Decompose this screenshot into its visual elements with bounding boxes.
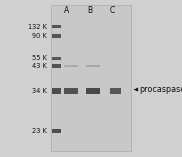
Text: C: C bbox=[109, 6, 114, 15]
Bar bbox=[52, 34, 61, 38]
Bar bbox=[110, 88, 121, 94]
Text: 43 K: 43 K bbox=[32, 63, 46, 69]
Bar bbox=[86, 65, 100, 67]
Text: 34 K: 34 K bbox=[32, 88, 46, 94]
Text: 23 K: 23 K bbox=[32, 128, 46, 134]
Text: B: B bbox=[88, 6, 93, 15]
Bar bbox=[52, 57, 61, 60]
Bar bbox=[52, 129, 61, 133]
Bar bbox=[52, 88, 61, 94]
Text: procaspase-3: procaspase-3 bbox=[139, 85, 182, 94]
Bar bbox=[52, 25, 61, 28]
Bar bbox=[86, 88, 100, 94]
Bar bbox=[51, 5, 131, 151]
Bar bbox=[52, 64, 61, 68]
Bar bbox=[64, 65, 78, 67]
Bar bbox=[64, 88, 78, 94]
Text: 90 K: 90 K bbox=[32, 33, 46, 39]
Text: 132 K: 132 K bbox=[27, 24, 46, 30]
Text: A: A bbox=[64, 6, 69, 15]
Text: 55 K: 55 K bbox=[31, 55, 46, 61]
